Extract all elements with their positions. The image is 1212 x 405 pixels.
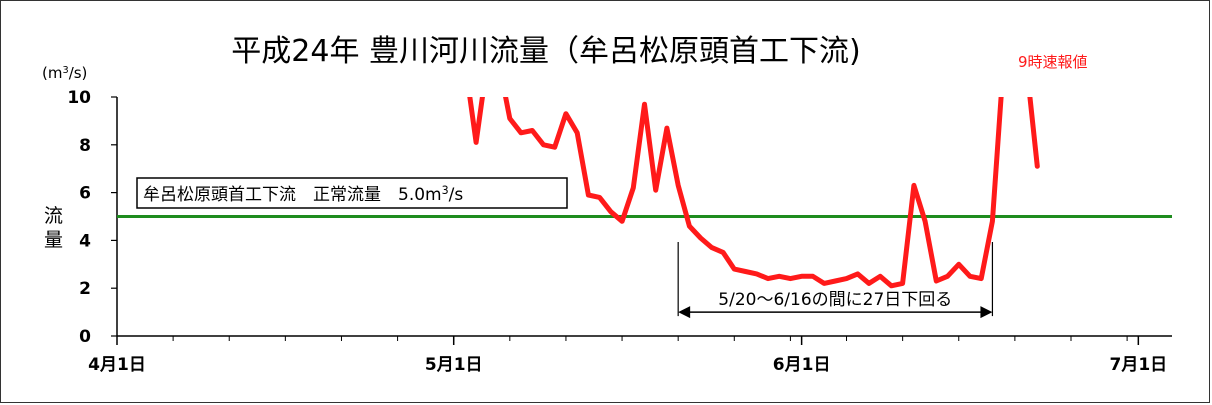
reference-label: 牟呂松原頭首工下流 正常流量 5.0m3/s	[143, 184, 463, 206]
y-axis-label-char: 流	[44, 205, 63, 227]
status-label: 9時速報値	[1018, 53, 1088, 71]
x-tick-label: 7月1日	[1109, 355, 1167, 375]
y-unit-label: (m3/s)	[42, 64, 87, 82]
y-tick-label: 4	[79, 231, 91, 251]
y-tick-label: 8	[79, 136, 91, 156]
annotation-text: 5/20〜6/16の間に27日下回る	[718, 290, 952, 310]
y-tick-label: 0	[79, 327, 91, 347]
reference-label-box	[136, 177, 568, 209]
y-axis-label-char: 量	[44, 229, 63, 251]
x-tick-label: 6月1日	[773, 355, 831, 375]
chart-title: 平成24年 豊川河川流量（牟呂松原頭首工下流)	[231, 34, 860, 69]
y-tick-label: 2	[79, 279, 91, 299]
x-tick-label: 4月1日	[88, 355, 146, 375]
annotation-arrow-right-head	[980, 306, 993, 319]
y-tick-label: 6	[79, 184, 91, 204]
flow-series-line	[467, 97, 1040, 289]
x-tick-label: 5月1日	[425, 355, 483, 375]
annotation-arrow-left-head	[678, 306, 691, 319]
y-tick-label: 10	[67, 88, 91, 108]
